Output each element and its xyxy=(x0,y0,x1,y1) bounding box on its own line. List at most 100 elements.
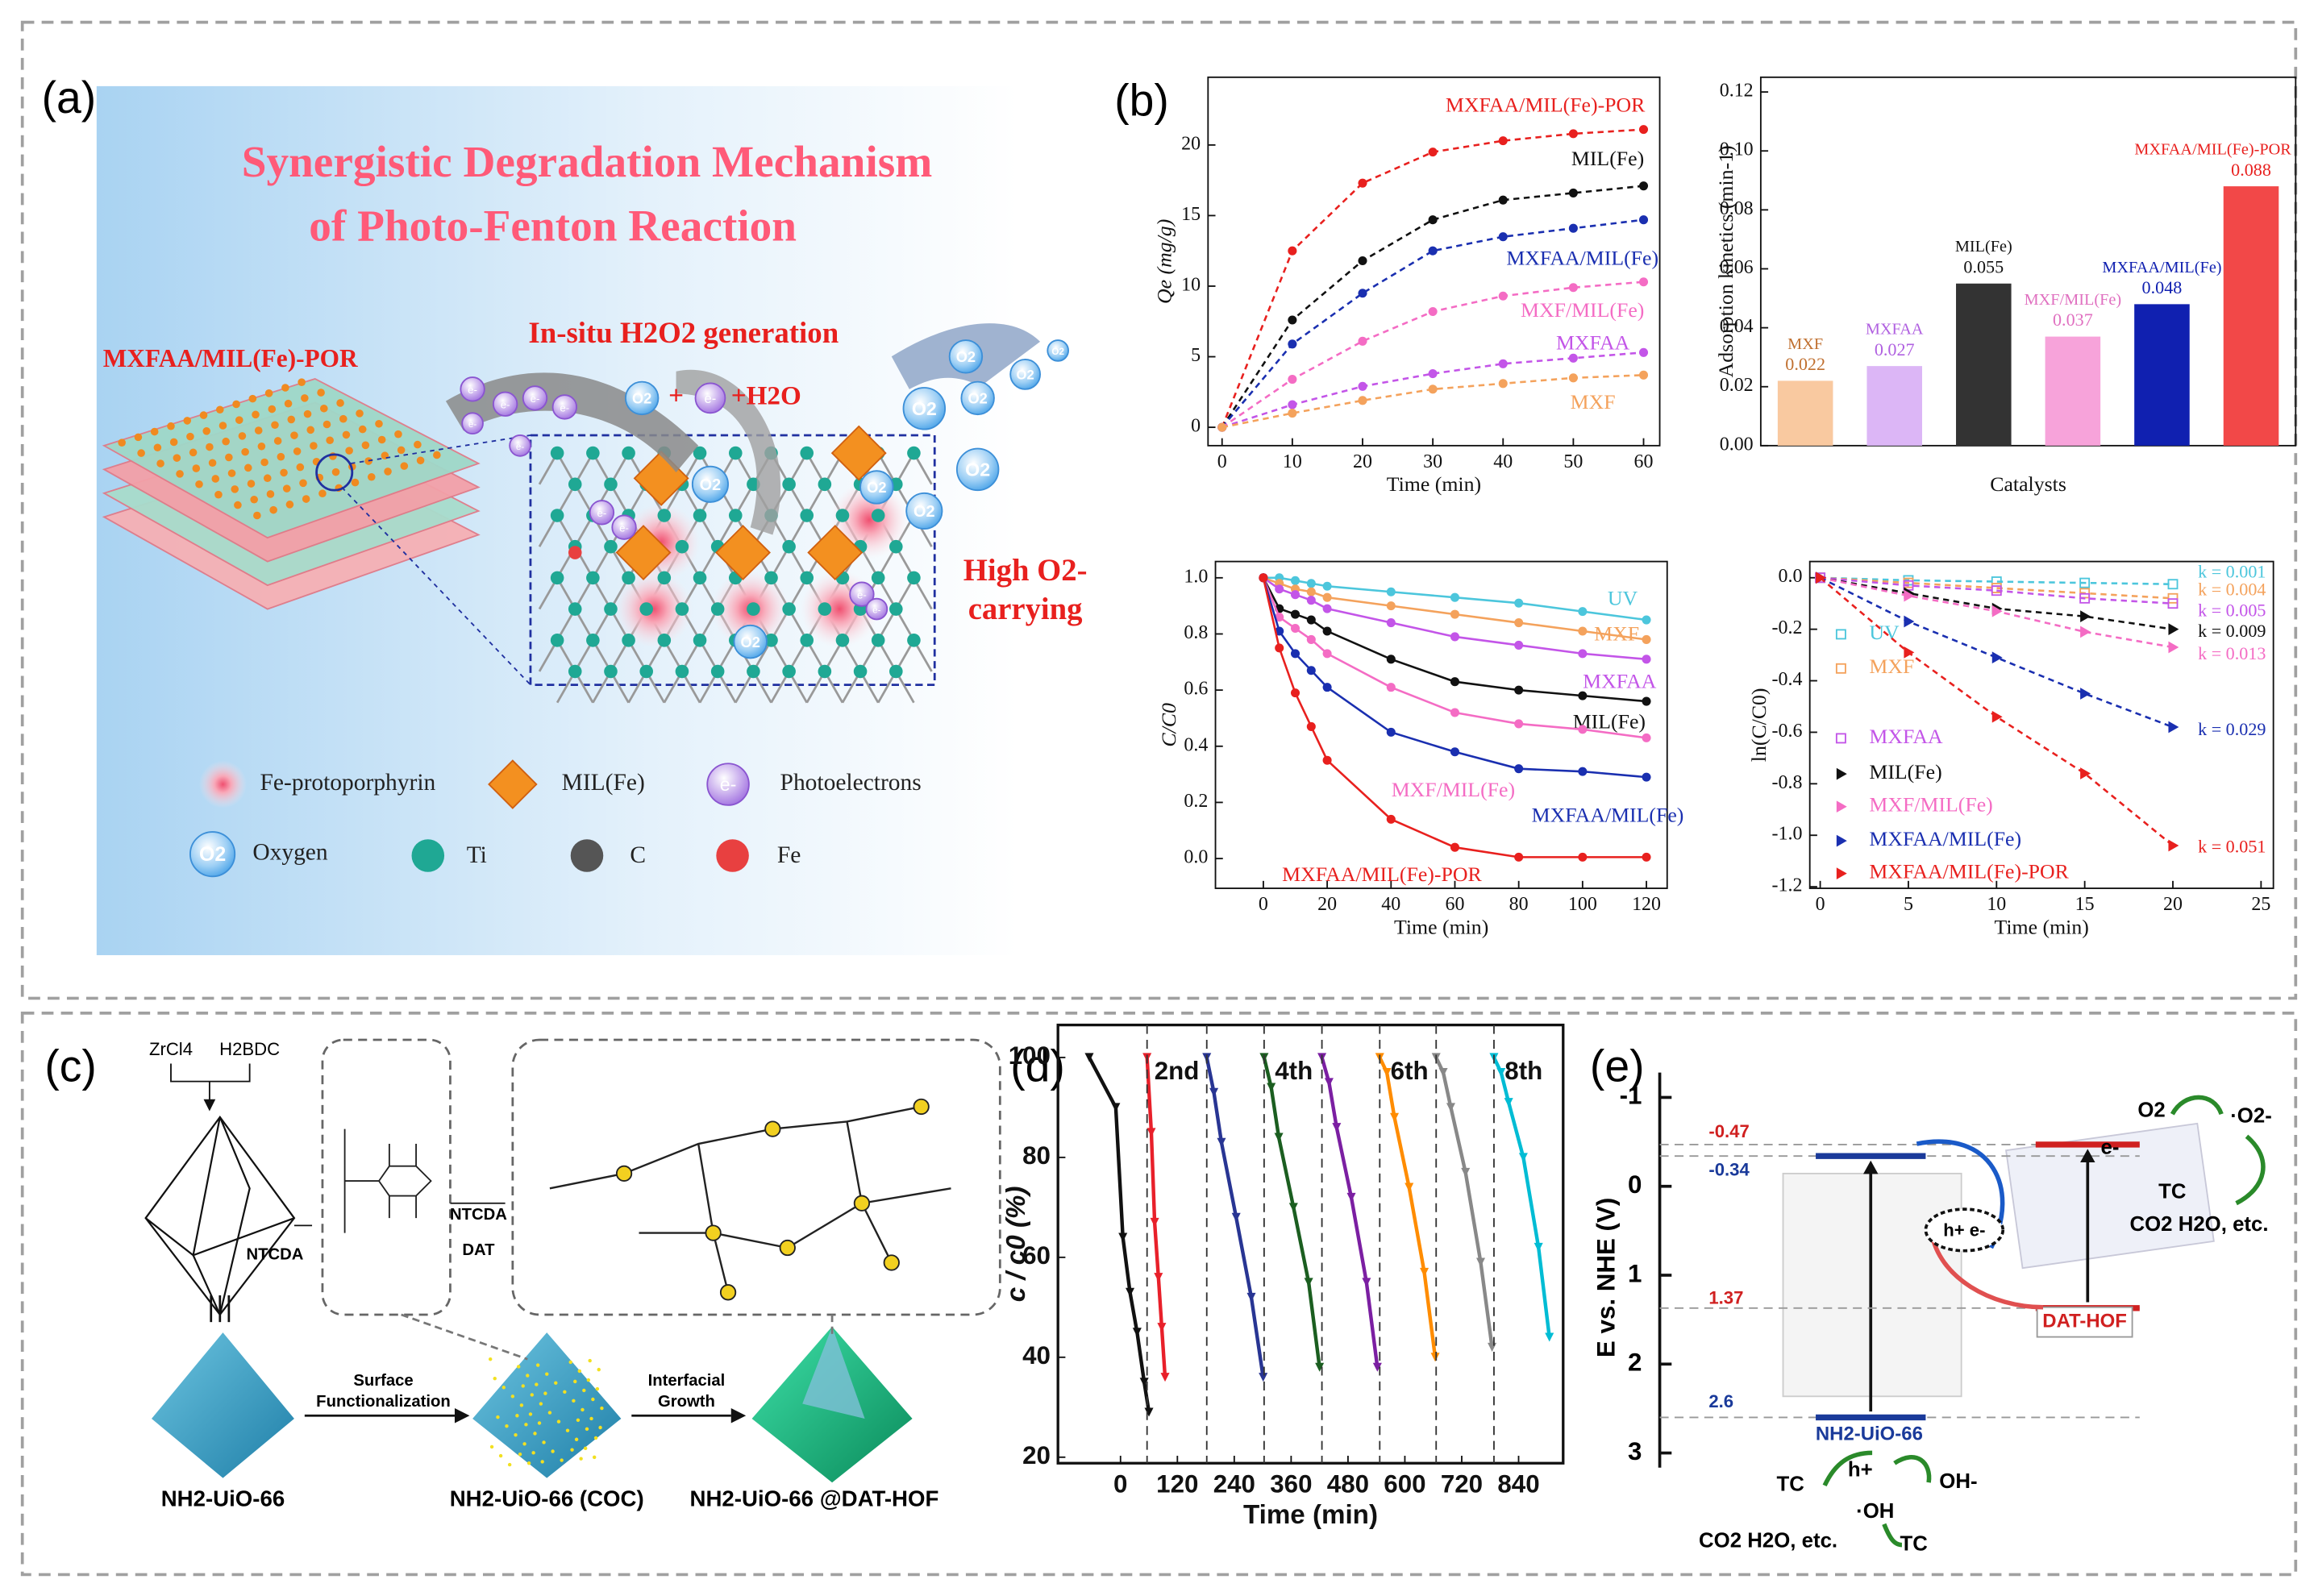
data-point xyxy=(1578,691,1588,700)
surface-dot xyxy=(211,475,220,483)
label: MXFAA/MIL(Fe)-POR xyxy=(103,344,358,372)
ti-atom xyxy=(693,509,707,522)
chart: 0.0 0.2 0.4 0.6 0.8 1.0 0 20 40 60 80 100 120 Time (m… xyxy=(1157,560,1683,938)
ti-atom xyxy=(747,664,760,679)
value-label: 0.037 xyxy=(2053,310,2093,330)
data-point xyxy=(1132,1328,1142,1337)
data-point xyxy=(1450,708,1460,717)
category-label: MXFAA/MIL(Fe) xyxy=(2102,259,2221,276)
data-point xyxy=(1275,626,1284,636)
surface-dot xyxy=(299,479,307,488)
ti-atom xyxy=(639,602,653,616)
surface-dot xyxy=(598,1425,602,1430)
surface-dot xyxy=(241,447,249,456)
ti-atom xyxy=(889,602,903,616)
surface-dot xyxy=(515,1414,519,1418)
label: Growth xyxy=(658,1393,715,1411)
x-axis-label: Catalysts xyxy=(1990,472,2066,496)
legend-marker xyxy=(1836,767,1847,780)
surface-dot xyxy=(488,1357,493,1361)
surface-dot xyxy=(234,501,242,509)
label: carrying xyxy=(968,592,1083,626)
data-point xyxy=(1578,607,1588,617)
data-point xyxy=(2079,592,2091,604)
label: NH2-UiO-66 @DAT-HOF xyxy=(690,1486,939,1511)
value-label: 0.055 xyxy=(1963,256,2004,276)
plot-frame xyxy=(1056,1023,1565,1465)
diagram-title: of Photo-Fenton Reaction xyxy=(309,201,797,250)
surface-dot xyxy=(351,478,360,487)
surface-dot xyxy=(266,490,275,498)
data-point xyxy=(2080,767,2091,779)
electron-symbol: e- xyxy=(531,393,540,405)
legend-icon xyxy=(716,839,749,872)
data-point xyxy=(1231,1212,1241,1222)
data-point xyxy=(1246,1292,1256,1302)
surface-dot xyxy=(576,1418,581,1423)
bar xyxy=(1956,283,2012,446)
surface-dot xyxy=(342,430,351,439)
series-label: MXF xyxy=(1594,622,1639,646)
y-tick-label: 80 xyxy=(1022,1141,1051,1170)
label: High O2- xyxy=(963,554,1088,588)
oxygen-symbol: O2 xyxy=(199,843,226,866)
series-line xyxy=(1820,576,2174,605)
surface-dot xyxy=(498,1453,503,1458)
surface-dot xyxy=(528,1412,533,1416)
surface-dot xyxy=(539,1402,543,1406)
surface-dot xyxy=(591,1397,595,1402)
electron-symbol: e- xyxy=(516,442,524,452)
oxygen-bubble xyxy=(1009,359,1041,390)
arrow-head xyxy=(454,1408,470,1424)
data-point xyxy=(1514,719,1524,729)
surface-dot xyxy=(414,440,422,449)
data-point xyxy=(1514,764,1524,774)
data-point xyxy=(1275,643,1284,653)
label: TC xyxy=(1777,1473,1804,1496)
y-tick-label: 40 xyxy=(1022,1341,1051,1369)
surface-dot xyxy=(269,505,277,514)
surface-dot xyxy=(394,430,402,438)
data-point xyxy=(1322,683,1332,692)
surface-dot xyxy=(290,431,298,439)
y-tick-label: 0.6 xyxy=(1184,679,1208,700)
data-point xyxy=(1514,640,1524,650)
ti-atom xyxy=(818,477,832,492)
y-tick-label: 2 xyxy=(1628,1349,1642,1377)
series-line xyxy=(1263,576,1647,661)
y-tick-label: -0.8 xyxy=(1772,772,1803,793)
surface-dot xyxy=(507,1462,512,1467)
data-point xyxy=(1450,842,1460,852)
ti-atom xyxy=(871,571,885,585)
surface-dot xyxy=(358,425,367,434)
flow-ribbon xyxy=(676,369,781,535)
x-tick-label: 10 xyxy=(1283,451,1302,472)
fe-glow xyxy=(830,481,909,559)
y-tick-label: 0 xyxy=(1628,1170,1642,1199)
electron-bubble xyxy=(461,412,484,435)
linker-node xyxy=(883,1254,900,1271)
data-point xyxy=(1275,584,1284,594)
series-line xyxy=(1378,1056,1438,1358)
label: TC xyxy=(1900,1532,1927,1555)
zoom-line xyxy=(350,434,531,464)
data-point xyxy=(1150,1217,1159,1227)
oxygen-symbol: O2 xyxy=(968,390,988,407)
ti-atom xyxy=(889,664,903,679)
data-point xyxy=(1118,1232,1128,1242)
ti-atom xyxy=(550,446,564,460)
data-point xyxy=(1568,129,1578,139)
y-tick-label: 100 xyxy=(1009,1041,1051,1070)
legend-marker xyxy=(1835,663,1846,674)
surface-dot xyxy=(271,421,279,430)
surface-dot xyxy=(156,459,164,468)
oxygen-bubble xyxy=(733,624,768,659)
ti-atom xyxy=(818,664,832,679)
data-point xyxy=(1642,634,1651,644)
x-tick-label: 40 xyxy=(1493,451,1513,472)
data-point xyxy=(1322,626,1332,636)
series-line xyxy=(1492,1056,1551,1338)
surface-dot xyxy=(192,464,201,472)
fe-glow xyxy=(615,570,693,648)
ti-atom xyxy=(728,509,743,522)
